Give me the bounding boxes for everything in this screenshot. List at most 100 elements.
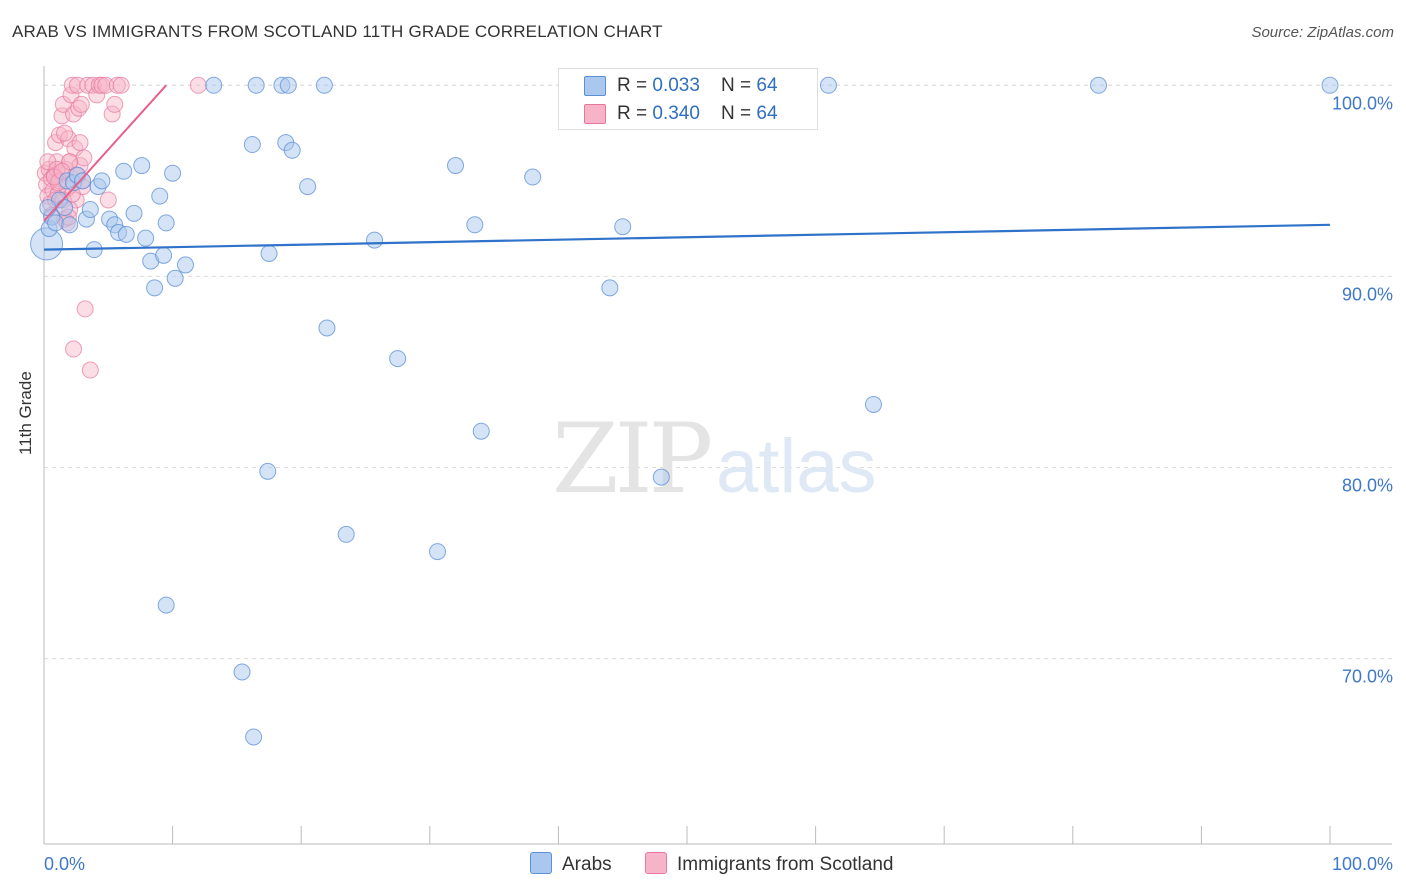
point-scotland [79,76,97,94]
point-arabs [614,218,632,236]
point-arabs [864,395,882,413]
point-arabs [157,214,175,232]
point-arabs [429,543,447,561]
point-arabs [245,728,263,746]
point-arabs [157,596,175,614]
stats-legend: R = 0.033 N = 64 R = 0.340 N = 64 [558,68,818,130]
point-arabs [819,76,837,94]
point-scotland [93,76,111,94]
point-arabs [259,462,277,480]
point-scotland [81,361,99,379]
point-arabs [166,269,184,287]
point-arabs [176,256,194,274]
bottom-legend-swatch-arabs [530,852,552,874]
point-arabs [472,422,490,440]
point-scotland [97,76,115,94]
point-scotland [76,300,94,318]
point-arabs [56,199,74,217]
x-tick-label: 0.0% [44,854,85,874]
point-arabs [1090,76,1108,94]
point-scotland [47,134,65,152]
y-tick-label: 80.0% [1342,476,1393,496]
point-arabs [133,157,151,175]
point-arabs [318,319,336,337]
point-scotland [75,149,93,167]
legend-n-value-arabs: 64 [756,75,778,96]
y-tick-label: 90.0% [1342,284,1393,304]
trend-line-scotland [43,84,167,222]
point-arabs [164,164,182,182]
point-scotland [108,76,126,94]
point-arabs [81,201,99,219]
point-arabs [117,225,135,243]
legend-r-label: R = [617,103,653,124]
point-scotland [72,95,90,113]
point-scotland [63,76,81,94]
point-arabs [366,231,384,249]
trend-line-arabs [43,223,1331,251]
point-arabs [146,279,164,297]
tick-labels: 70.0% 80.0% 90.0% 100.0% 0.0% 100.0% [44,93,1393,874]
bottom-legend-label-scotland: Immigrants from Scotland [677,854,894,875]
point-arabs [39,199,57,217]
watermark: ZIP atlas [552,403,877,515]
point-scotland [88,86,106,104]
legend-n-label: N = [721,75,757,96]
bottom-legend-scotland: Immigrants from Scotland [645,852,893,876]
point-arabs [466,216,484,234]
x-tick-label: 100.0% [1332,854,1393,874]
point-arabs [283,141,301,159]
point-scotland [68,76,86,94]
watermark-atlas: atlas [716,424,877,509]
point-scotland [56,124,74,142]
bottom-legend-arabs: Arabs [530,852,612,876]
legend-swatch-scotland [584,104,606,124]
point-arabs [47,214,65,232]
point-arabs [205,76,223,94]
legend-r-value-arabs: 0.033 [652,75,700,96]
bottom-legend-label-arabs: Arabs [562,854,612,875]
legend-swatch-arabs [584,76,606,96]
point-scotland [71,134,89,152]
legend-n-label: N = [721,103,757,124]
point-arabs [652,468,670,486]
point-scotland [84,76,102,94]
point-arabs [233,663,251,681]
legend-n-value-scotland: 64 [756,103,778,124]
watermark-zip: ZIP [552,403,711,515]
legend-r-value-scotland: 0.340 [652,103,700,124]
point-arabs [447,157,465,175]
point-scotland [65,340,83,358]
chart-title: ARAB VS IMMIGRANTS FROM SCOTLAND 11TH GR… [12,22,663,41]
point-arabs [115,162,133,180]
y-tick-label: 100.0% [1332,93,1393,113]
point-arabs [61,216,79,234]
point-arabs [389,350,407,368]
point-arabs [155,246,173,264]
trend-lines [43,84,1331,251]
point-arabs [337,525,355,543]
point-arabs [260,244,278,262]
point-arabs [247,76,265,94]
point-arabs [137,229,155,247]
point-arabs [125,204,143,222]
point-arabs [601,279,619,297]
bottom-legend-swatch-scotland [645,852,667,874]
point-arabs [299,178,317,196]
point-arabs [93,172,111,190]
point-scotland [112,76,130,94]
point-arabs [74,172,92,190]
point-arabs [1321,76,1339,94]
point-scotland [189,76,207,94]
point-arabs [243,136,261,154]
source-label: Source: ZipAtlas.com [1251,24,1394,41]
point-arabs [524,168,542,186]
point-arabs [279,76,297,94]
legend-r-label: R = [617,75,653,96]
point-scotland [103,105,121,123]
series-arabs [30,76,1339,746]
axes [43,66,1392,845]
point-scotland [106,95,124,113]
point-arabs [151,187,169,205]
